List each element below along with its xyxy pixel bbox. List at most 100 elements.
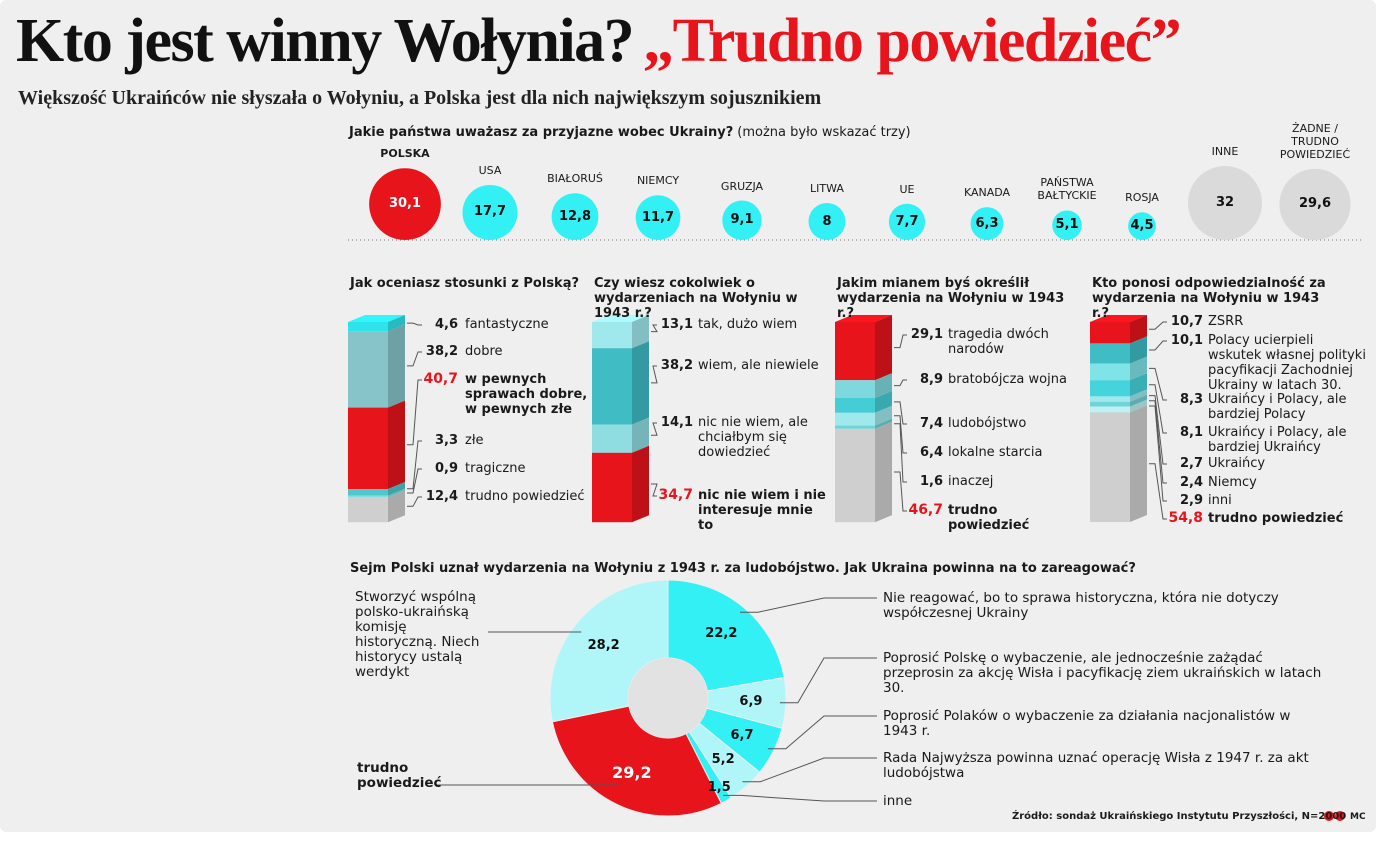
category-label: ZSRR bbox=[1208, 314, 1244, 329]
category-label: inni bbox=[1208, 493, 1232, 508]
bar-side bbox=[1130, 356, 1147, 381]
bubble bbox=[888, 203, 926, 240]
legend-label: Poprosić Polskę o wybaczenie, ale jednoc… bbox=[883, 650, 1322, 696]
bubble-value: 8 bbox=[822, 213, 832, 229]
legend-label: inne bbox=[883, 793, 913, 809]
bar-side bbox=[875, 391, 892, 413]
bar-segment bbox=[348, 495, 388, 498]
leader-line bbox=[723, 794, 877, 802]
leader-line bbox=[407, 379, 422, 446]
bar-segment bbox=[348, 489, 388, 496]
value-label: 0,9 bbox=[434, 461, 458, 476]
credit: MC bbox=[1350, 812, 1366, 822]
leader-line bbox=[1149, 367, 1167, 401]
leader-line bbox=[894, 423, 907, 483]
category-label: w pewnych sprawach dobre, w pewnych złe bbox=[465, 372, 588, 417]
bar-segment bbox=[835, 425, 875, 429]
bubble-value: 7,7 bbox=[895, 213, 919, 229]
slice-value: 22,2 bbox=[705, 626, 738, 642]
value-label: 34,7 bbox=[658, 487, 693, 503]
value-label: 8,9 bbox=[919, 372, 943, 387]
slice-value: 6,9 bbox=[739, 693, 763, 709]
leader-line bbox=[894, 415, 907, 454]
bar-side bbox=[1130, 399, 1147, 413]
value-label: 13,1 bbox=[660, 317, 693, 332]
leader-line bbox=[1149, 321, 1167, 330]
category-label: tragiczne bbox=[465, 461, 526, 476]
value-label: 2,9 bbox=[1179, 493, 1203, 508]
slice-value: 29,2 bbox=[612, 762, 652, 782]
chart-title: Jakim mianem byś określił wydarzenia na … bbox=[837, 276, 1065, 321]
bubble bbox=[1279, 168, 1351, 240]
bubble-category: NIEMCY bbox=[636, 174, 680, 188]
leader-line bbox=[779, 657, 877, 704]
bubble-value: 11,7 bbox=[641, 209, 675, 225]
category-label: trudno powiedzieć bbox=[1208, 511, 1344, 526]
legend-label: Rada Najwyższa powinna uznać operację Wi… bbox=[883, 750, 1309, 781]
value-label: 38,2 bbox=[425, 344, 458, 359]
bar-side bbox=[388, 400, 405, 489]
chart-note: (można było wskazać trzy) bbox=[737, 125, 911, 140]
value-label: 8,1 bbox=[1179, 425, 1203, 440]
bubble-value: 30,1 bbox=[388, 196, 422, 212]
bubble-value: 29,6 bbox=[1298, 196, 1332, 212]
bar-side bbox=[1130, 394, 1147, 407]
value-label: 2,4 bbox=[1179, 475, 1203, 490]
subtitle: Większość Ukraińców nie słyszała o Wołyn… bbox=[18, 87, 822, 109]
bubble-category: PAŃSTWA BAŁTYCKIE bbox=[1037, 176, 1097, 203]
bubble bbox=[551, 193, 599, 241]
bar-segment bbox=[592, 348, 632, 425]
bubble bbox=[1128, 212, 1156, 240]
category-label: wiem, ale niewiele bbox=[698, 358, 819, 373]
category-label: inaczej bbox=[948, 474, 994, 489]
bar-segment bbox=[348, 407, 388, 489]
chart-title: Jak oceniasz stosunki z Polską? bbox=[350, 276, 580, 291]
bar-side bbox=[388, 315, 405, 332]
bar-side bbox=[875, 405, 892, 426]
category-label: złe bbox=[465, 433, 484, 448]
bar-side bbox=[388, 488, 405, 498]
category-label: Niemcy bbox=[1208, 475, 1257, 490]
legend-label: Poprosić Polaków o wybaczenie za działan… bbox=[883, 708, 1291, 739]
value-label: 54,8 bbox=[1168, 510, 1203, 526]
leader-line bbox=[894, 401, 907, 425]
value-label: 38,2 bbox=[660, 358, 693, 373]
bubble-category: ŻADNE / TRUDNO POWIEDZIEĆ bbox=[1279, 121, 1351, 161]
bubble-category: ROSJA bbox=[1125, 191, 1159, 205]
bar-side bbox=[1130, 405, 1147, 522]
bar-top bbox=[1090, 315, 1147, 322]
leader-line bbox=[1149, 405, 1167, 502]
value-label: 10,1 bbox=[1170, 333, 1203, 348]
bubble-value: 5,1 bbox=[1055, 217, 1079, 233]
title-main: Kto jest winny Wołynia? bbox=[16, 7, 635, 75]
leader-line bbox=[651, 365, 658, 384]
category-label: Ukraińcy bbox=[1208, 456, 1266, 471]
bar-segment bbox=[835, 428, 875, 523]
bubble bbox=[808, 203, 846, 240]
category-label: fantastyczne bbox=[465, 317, 549, 332]
bar-segment bbox=[835, 380, 875, 398]
category-label: Polacy ucierpieli wskutek własnej polity… bbox=[1208, 333, 1366, 393]
bubble-category: USA bbox=[478, 163, 502, 177]
bubble-category: LITWA bbox=[810, 182, 844, 195]
logo bbox=[1335, 811, 1345, 821]
bar-top bbox=[835, 315, 892, 322]
value-label: 8,3 bbox=[1179, 392, 1203, 407]
value-label: 3,3 bbox=[434, 433, 458, 448]
slice-value: 5,2 bbox=[711, 752, 735, 768]
bar-segment bbox=[592, 322, 632, 349]
bubble bbox=[1188, 166, 1262, 240]
bar-side bbox=[632, 417, 649, 453]
bar-side bbox=[875, 373, 892, 398]
bubble bbox=[635, 195, 681, 240]
leader-line bbox=[651, 422, 658, 436]
leader-line bbox=[1149, 340, 1167, 351]
source: Źródło: sondaż Ukraińskiego Instytutu Pr… bbox=[1012, 811, 1347, 822]
category-label: dobre bbox=[465, 344, 503, 359]
leader-line bbox=[739, 597, 877, 613]
bar-segment bbox=[592, 424, 632, 453]
leader-line bbox=[407, 496, 422, 507]
logo bbox=[1324, 811, 1334, 821]
bar-segment bbox=[835, 398, 875, 413]
bubble-category: GRUZJA bbox=[720, 179, 764, 193]
